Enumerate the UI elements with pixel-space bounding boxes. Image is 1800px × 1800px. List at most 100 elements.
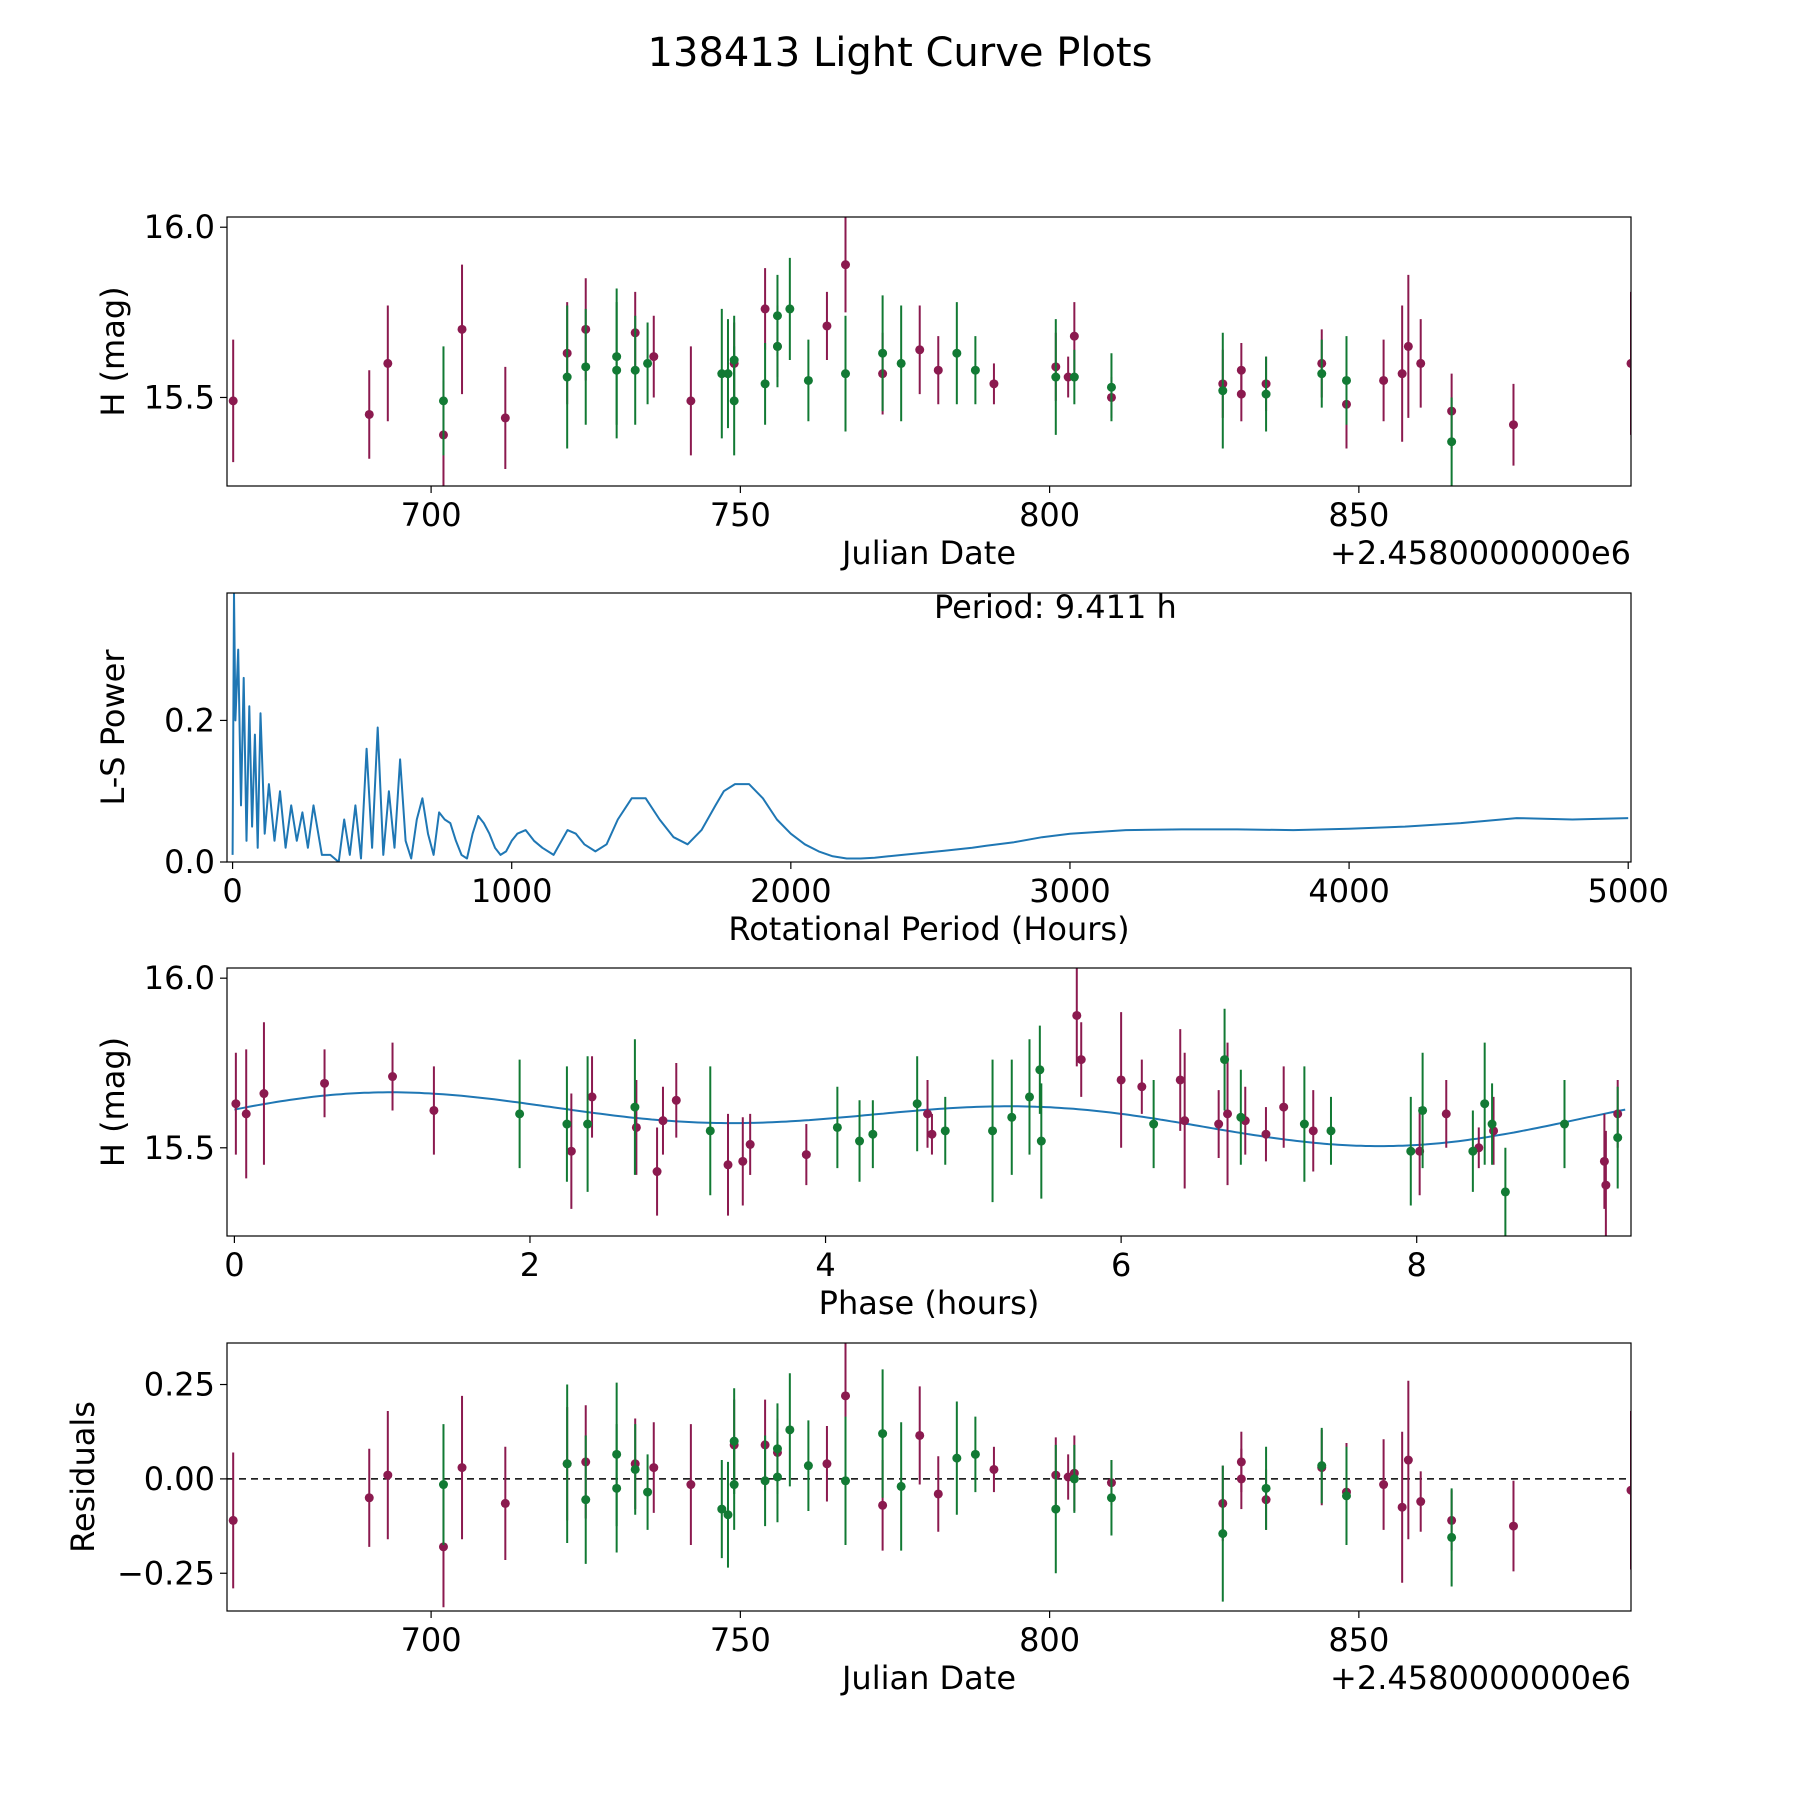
series-b-point — [760, 379, 770, 389]
x-tick-label: 850 — [1328, 496, 1389, 534]
x-tick-label: 6 — [1111, 1246, 1131, 1284]
series-a-point — [1416, 1497, 1426, 1507]
series-b-point — [1007, 1112, 1017, 1122]
series-a-point — [1397, 1502, 1407, 1512]
series-a-point — [1403, 341, 1413, 351]
series-b-point — [612, 1483, 622, 1493]
y-tick-label: 16.0 — [144, 208, 215, 246]
series-b-point — [1299, 1119, 1309, 1129]
series-b-point — [1218, 386, 1228, 396]
series-a-point — [1069, 331, 1079, 341]
series-a-point — [915, 345, 925, 355]
x-tick-label: 700 — [401, 1621, 462, 1659]
x-tick-label: 1000 — [471, 872, 552, 910]
series-a-point — [723, 1160, 733, 1170]
series-b-point — [841, 1476, 851, 1486]
y-tick-label: 15.5 — [144, 1129, 215, 1167]
series-a-point — [1279, 1102, 1289, 1112]
series-b-point — [896, 358, 906, 368]
series-a-point — [1236, 389, 1246, 399]
series-b-point — [438, 1480, 448, 1490]
series-a-point — [438, 1542, 448, 1552]
series-a-point — [801, 1150, 811, 1160]
series-a-point — [259, 1089, 269, 1099]
series-b-point — [952, 348, 962, 358]
x-tick-label: 0 — [222, 872, 242, 910]
series-a-point — [1508, 1521, 1518, 1531]
series-a-point — [500, 1498, 510, 1508]
series-b-point — [772, 1472, 782, 1482]
series-b-point — [515, 1109, 525, 1119]
y-tick-label: −0.25 — [117, 1554, 215, 1592]
x-tick-label: 5000 — [1587, 872, 1668, 910]
plot-area — [227, 1343, 1631, 1608]
series-a-point — [989, 379, 999, 389]
residuals-panel: 700 750 800 850 0.25 0.00 −0.25 Julian Date Resi… — [64, 1342, 1632, 1697]
series-b-point — [896, 1481, 906, 1491]
series-b-point — [785, 1425, 795, 1435]
axes-frame — [226, 967, 1632, 1237]
series-a-point — [364, 409, 374, 419]
x-tick-label: 4 — [815, 1246, 835, 1284]
x-tick-label: 800 — [1019, 1621, 1080, 1659]
series-a-point — [566, 1146, 576, 1156]
series-b-point — [729, 355, 739, 365]
series-b-point — [562, 1459, 572, 1469]
series-a-point — [500, 413, 510, 423]
series-a-point — [1441, 1109, 1451, 1119]
series-b-point — [912, 1099, 922, 1109]
series-b-point — [583, 1119, 593, 1129]
series-a-point — [989, 1464, 999, 1474]
series-b-point — [1051, 372, 1061, 382]
series-a-point — [320, 1078, 330, 1088]
series-b-point — [1069, 372, 1079, 382]
series-a-point — [1137, 1082, 1147, 1092]
series-a-point — [1379, 1480, 1389, 1490]
plot-area — [231, 968, 1626, 1236]
series-a-point — [1063, 372, 1073, 382]
series-a-point — [383, 358, 393, 368]
series-b-point — [1317, 369, 1327, 379]
series-a-point — [1223, 1109, 1233, 1119]
series-a-point — [822, 321, 832, 331]
y-tick-label: 0.0 — [164, 843, 215, 881]
series-a-point — [933, 365, 943, 375]
series-a-point — [1599, 1156, 1609, 1166]
series-b-point — [1341, 1491, 1351, 1501]
phased-curve-panel: 0 2 4 6 8 15.5 16.0 Phase (hours) H (mag) — [94, 959, 1632, 1322]
series-b-point — [1236, 1112, 1246, 1122]
light-curve-panel: 700 750 800 850 15.5 16.0 Julian Date H (mag) +2… — [94, 208, 1632, 572]
series-a-point — [760, 304, 770, 314]
x-tick-label: 750 — [710, 496, 771, 534]
series-a-point — [1261, 1129, 1271, 1139]
series-a-point — [658, 1116, 668, 1126]
series-a-point — [457, 324, 467, 334]
series-a-point — [1403, 1455, 1413, 1465]
series-b-point — [878, 348, 888, 358]
series-b-point — [1024, 1092, 1034, 1102]
series-b-point — [562, 372, 572, 382]
series-b-point — [612, 352, 622, 362]
series-b-point — [438, 396, 448, 406]
series-b-point — [868, 1129, 878, 1139]
series-b-point — [970, 365, 980, 375]
series-b-point — [643, 358, 653, 368]
series-b-point — [988, 1126, 998, 1136]
series-b-point — [803, 1461, 813, 1471]
x-offset-label: +2.4580000000e6 — [1330, 534, 1631, 572]
model-curve — [234, 1091, 1626, 1148]
y-tick-label: 0.2 — [164, 701, 215, 739]
series-a-point — [457, 1463, 467, 1473]
series-a-point — [652, 1167, 662, 1177]
series-b-point — [952, 1453, 962, 1463]
series-b-point — [729, 1480, 739, 1490]
series-a-point — [1416, 358, 1426, 368]
x-tick-label: 2 — [520, 1246, 540, 1284]
x-tick-label: 850 — [1328, 1621, 1389, 1659]
series-b-point — [1317, 1461, 1327, 1471]
series-b-point — [1341, 375, 1351, 385]
series-b-point — [1218, 1529, 1228, 1539]
series-b-point — [803, 375, 813, 385]
series-a-point — [1076, 1055, 1086, 1065]
